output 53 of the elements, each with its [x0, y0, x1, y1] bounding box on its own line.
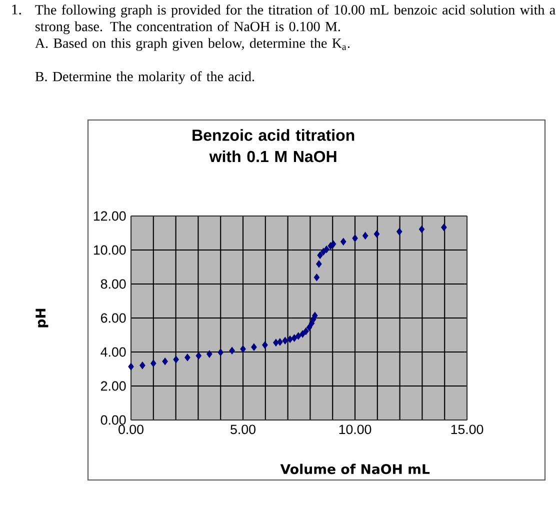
- x-tick-label: 5.00: [230, 424, 256, 434]
- point: [396, 228, 402, 236]
- point: [282, 336, 288, 344]
- point: [300, 330, 306, 338]
- point: [324, 246, 330, 254]
- text: 1.: [12, 4, 21, 14]
- point: [128, 362, 134, 370]
- point: [418, 226, 425, 233]
- point: [291, 334, 298, 342]
- y-tick-label: 2.00: [101, 381, 126, 391]
- point: [262, 341, 268, 349]
- text: A. Based on this graph given below, determine the K$_{a}$.: [35, 38, 350, 51]
- y-tick-label: 12.00: [94, 211, 126, 221]
- point: [150, 360, 156, 368]
- point: [340, 238, 346, 246]
- y-tick-label: 10.00: [94, 245, 126, 255]
- y-tick-label: 0.00: [100, 415, 126, 425]
- point: [287, 336, 293, 343]
- text: B. Determine the molarity of the acid.: [35, 71, 254, 84]
- x-tick-label: 10.00: [339, 424, 372, 434]
- point: [273, 338, 279, 346]
- point: [314, 274, 320, 282]
- point: [240, 345, 246, 353]
- point: [229, 346, 235, 354]
- x-axis-title: Volume of NaOH mL: [280, 464, 430, 474]
- point: [277, 338, 283, 346]
- point: [330, 240, 336, 248]
- y-axis-title: pH: [36, 308, 48, 328]
- text: The following graph is provided for the titration of 10.00 mL benzoic acid solution with a strong base. The concentration of NaOH is 0.100 M.: [35, 4, 556, 34]
- point: [140, 362, 146, 370]
- point: [362, 232, 368, 240]
- y-tick-label: 8.00: [100, 279, 126, 289]
- chart-title: Benzoic acid titration with 0.1 M NaOH: [192, 129, 354, 162]
- y-tick-label: 6.00: [101, 313, 126, 323]
- point: [312, 312, 318, 320]
- point: [352, 234, 358, 242]
- point: [162, 358, 168, 366]
- point: [218, 348, 224, 356]
- x-tick-label: 0.00: [118, 424, 144, 434]
- point: [173, 356, 179, 364]
- point: [184, 354, 190, 362]
- point: [316, 260, 322, 268]
- point: [374, 230, 380, 238]
- point: [303, 328, 309, 335]
- point: [196, 352, 202, 360]
- point: [251, 343, 257, 351]
- point: [295, 332, 302, 340]
- point: [206, 350, 212, 358]
- y-tick-label: 4.00: [100, 347, 126, 357]
- point: [317, 252, 323, 260]
- point: [441, 224, 447, 232]
- point: [306, 324, 312, 332]
- x-tick-label: 15.00: [451, 424, 484, 434]
